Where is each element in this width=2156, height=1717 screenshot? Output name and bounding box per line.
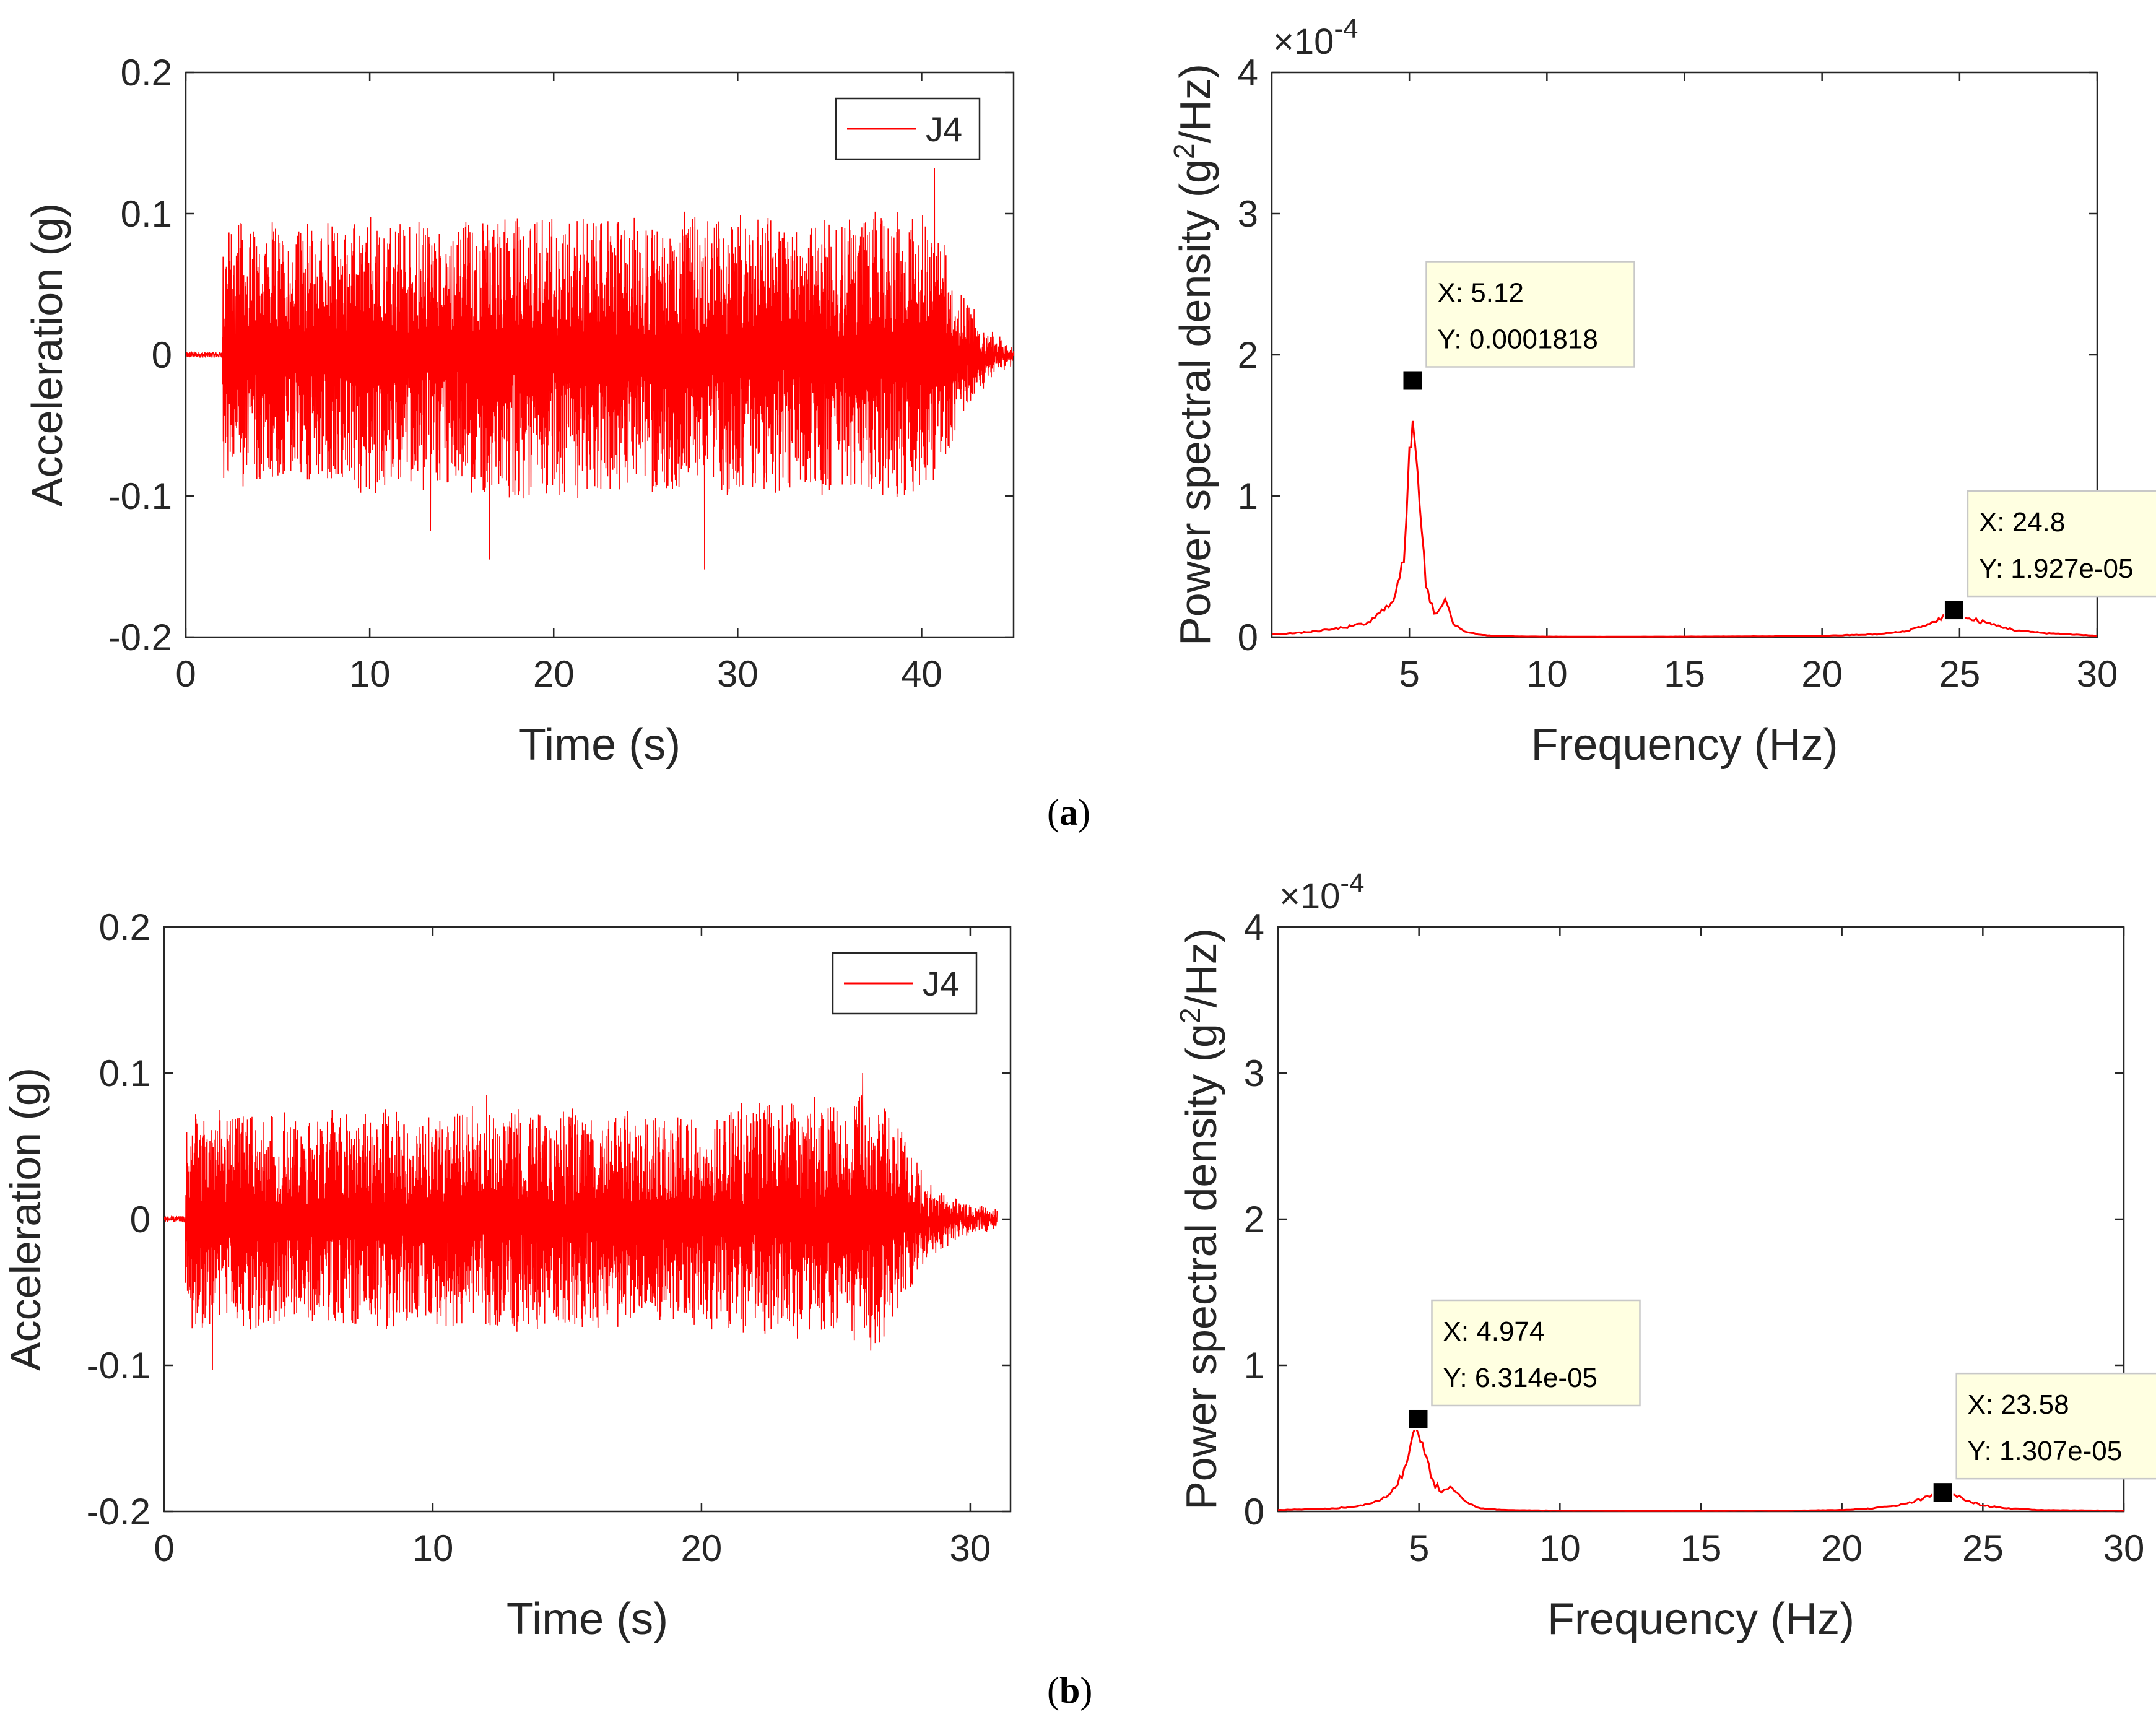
legend: J4: [835, 97, 981, 160]
x-tick-label: 10: [412, 1528, 454, 1569]
datatip-marker: [1407, 1408, 1429, 1430]
x-tick-label: 30: [2077, 653, 2118, 695]
y-tick-label: 1: [1238, 476, 1258, 517]
datatip-marker: [1402, 370, 1424, 391]
exponent-label: ×10-4: [1279, 868, 1365, 916]
x-tick-label: 20: [1821, 1528, 1863, 1569]
y-tick-label: -0.1: [108, 476, 172, 517]
chart-a-psd: 5 10 15 20 25 30 0 1 2 3 4 Frequency (Hz) Power spec…: [1168, 14, 2156, 770]
x-tick-label: 20: [533, 653, 575, 695]
x-axis-label: Time (s): [506, 1594, 668, 1644]
chart-b-time: 0 10 20 30 -0.2 -0.1 0 0.1 0.2 Time (s) Accelerati…: [1, 906, 1012, 1644]
datatip-y-text: Y: 0.0001818: [1437, 324, 1597, 354]
datatip-2: X: 23.58 Y: 1.307e-05: [1932, 1372, 2156, 1503]
y-axis-label: Power spectral density (g2/Hz): [1168, 64, 1219, 646]
exponent-power: -4: [1334, 14, 1358, 44]
datatip-x-text: X: 5.12: [1437, 277, 1523, 308]
datatip-x-text: X: 24.8: [1979, 507, 2065, 537]
y-axis-label-superscript: 2: [1168, 143, 1200, 159]
x-tick-label: 30: [2103, 1528, 2145, 1569]
y-tick-label: -0.1: [87, 1345, 150, 1386]
datatip-1: X: 5.12 Y: 0.0001818: [1402, 261, 1635, 391]
legend-label: J4: [923, 964, 959, 1003]
y-tick-label: -0.2: [108, 617, 172, 658]
exponent-base: ×10: [1273, 22, 1334, 62]
datatip-box: [1955, 1372, 2156, 1480]
chart-a-time: 0 10 20 30 40 -0.2 -0.1 0 0.1 0.2 Time (s) Accelera…: [23, 52, 1015, 770]
y-axis-label-superscript: 2: [1174, 1007, 1206, 1024]
x-axis-label: Frequency (Hz): [1547, 1594, 1854, 1644]
exponent-label: ×10-4: [1273, 14, 1358, 62]
panel-label-a: (a): [1047, 792, 1090, 833]
x-tick-label: 20: [681, 1528, 723, 1569]
panel-letter-a: a: [1059, 792, 1078, 833]
datatip-marker: [1932, 1482, 1954, 1503]
x-tick-label: 0: [154, 1528, 174, 1569]
datatip-box: [1425, 261, 1635, 368]
y-axis-label-main: Power spectral density (g: [1171, 159, 1219, 646]
series-line-J4: [186, 168, 1014, 570]
legend: J4: [832, 952, 978, 1015]
datatip-y-text: Y: 6.314e-05: [1443, 1363, 1597, 1393]
y-tick-label: 3: [1244, 1053, 1264, 1094]
y-axis-label: Acceleration (g): [1, 1067, 50, 1371]
x-tick-label: 25: [1939, 653, 1980, 695]
datatip-y-text: Y: 1.307e-05: [1968, 1436, 2123, 1466]
x-tick-label: 30: [717, 653, 759, 695]
datatip-1: X: 4.974 Y: 6.314e-05: [1407, 1299, 1641, 1430]
plot-area: [1271, 71, 2098, 638]
exponent-power: -4: [1340, 868, 1364, 898]
y-tick-label: 0: [1244, 1491, 1264, 1532]
x-tick-label: 15: [1664, 653, 1705, 695]
exponent-base: ×10: [1279, 876, 1340, 916]
y-tick-label: 4: [1244, 906, 1264, 948]
datatip-marker: [1943, 599, 1965, 621]
legend-label: J4: [926, 110, 962, 149]
y-tick-label: 0: [1238, 617, 1258, 658]
x-tick-label: 15: [1680, 1528, 1722, 1569]
y-axis-label: Acceleration (g): [23, 203, 71, 506]
y-tick-label: 2: [1238, 334, 1258, 376]
x-tick-label: 10: [1526, 653, 1568, 695]
x-tick-label: 20: [1801, 653, 1843, 695]
y-axis-label-main: Power spectral density (g: [1177, 1024, 1225, 1510]
y-tick-label: 0.2: [99, 906, 150, 948]
datatip-2: X: 24.8 Y: 1.927e-05: [1943, 490, 2156, 621]
y-tick-label: 0.1: [121, 193, 172, 235]
y-tick-label: 2: [1244, 1199, 1264, 1240]
datatip-box: [1431, 1299, 1641, 1407]
y-tick-label: 4: [1238, 52, 1258, 93]
x-tick-label: 40: [901, 653, 942, 695]
y-tick-label: 1: [1244, 1345, 1264, 1386]
datatip-x-text: X: 4.974: [1443, 1316, 1544, 1347]
datatip-y-text: Y: 1.927e-05: [1979, 554, 2134, 584]
y-tick-label: -0.2: [87, 1491, 150, 1532]
x-tick-label: 10: [1539, 1528, 1581, 1569]
datatip-x-text: X: 23.58: [1968, 1389, 2069, 1420]
y-tick-label: 0.1: [99, 1053, 150, 1094]
series-line-J4: [1277, 1425, 2124, 1512]
series-line-J4: [164, 1072, 998, 1370]
y-tick-label: 3: [1238, 193, 1258, 235]
y-axis-label-tail: /Hz): [1177, 928, 1225, 1007]
x-tick-label: 25: [1962, 1528, 2004, 1569]
panel-label-b: (b): [1047, 1670, 1093, 1711]
x-tick-label: 30: [950, 1528, 991, 1569]
x-tick-label: 10: [349, 653, 391, 695]
y-axis-label: Power spectral density (g2/Hz): [1174, 928, 1225, 1510]
x-axis-label: Time (s): [519, 720, 680, 770]
x-tick-label: 5: [1409, 1528, 1429, 1569]
chart-b-psd: 5 10 15 20 25 30 0 1 2 3 4 Frequency (Hz) Power spec…: [1174, 868, 2156, 1644]
panel-letter-b: b: [1059, 1670, 1080, 1711]
x-axis-label: Frequency (Hz): [1531, 720, 1838, 770]
y-tick-label: 0.2: [121, 52, 172, 93]
y-tick-label: 0: [130, 1199, 150, 1240]
x-tick-label: 0: [175, 653, 196, 695]
y-axis-label-tail: /Hz): [1171, 64, 1219, 143]
x-tick-label: 5: [1399, 653, 1419, 695]
datatip-box: [1967, 490, 2156, 598]
y-tick-label: 0: [152, 334, 172, 376]
